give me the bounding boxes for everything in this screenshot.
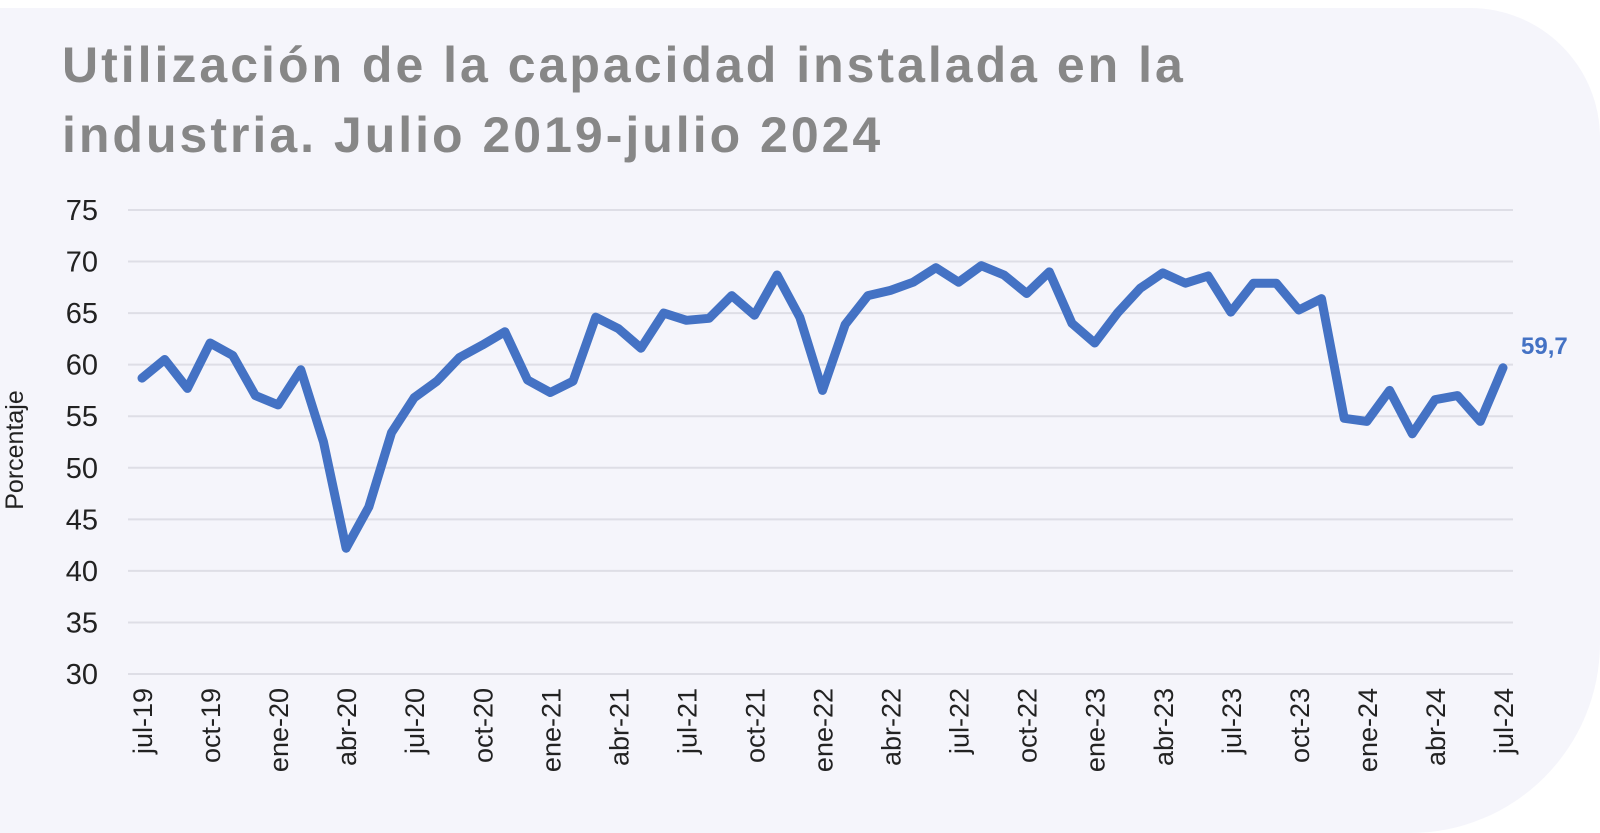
x-tick-label: ene-21 xyxy=(536,688,566,772)
x-tick-label: ene-24 xyxy=(1353,688,1383,772)
gridlines xyxy=(128,209,1513,675)
y-tick-label: 50 xyxy=(66,453,98,485)
x-tick-label: oct-21 xyxy=(740,688,770,763)
series-line xyxy=(137,261,1508,553)
x-tick-label: jul-21 xyxy=(672,688,702,755)
x-tick-label: abr-22 xyxy=(877,688,907,766)
chart-title-line-2: industria. Julio 2019-julio 2024 xyxy=(62,107,884,163)
x-tick-label: abr-24 xyxy=(1421,688,1451,766)
y-tick-label: 55 xyxy=(66,401,98,433)
y-tick-label: 40 xyxy=(66,556,98,588)
y-tick-label: 70 xyxy=(66,247,98,279)
series-group xyxy=(137,261,1508,553)
y-tick-label: 30 xyxy=(66,659,98,691)
x-tick-label: jul-19 xyxy=(128,688,158,755)
x-tick-label: ene-23 xyxy=(1081,688,1111,772)
x-tick-label: jul-22 xyxy=(945,688,975,755)
x-tick-label: abr-20 xyxy=(332,688,362,766)
x-tick-label: jul-20 xyxy=(400,688,430,755)
x-tick-label: oct-19 xyxy=(196,688,226,763)
x-tick-label: ene-20 xyxy=(264,688,294,772)
chart-title: Utilización de la capacidad instalada en… xyxy=(62,30,1542,170)
x-tick-label: oct-20 xyxy=(468,688,498,763)
annotations: 59,7 xyxy=(1521,333,1568,360)
y-tick-label: 65 xyxy=(66,298,98,330)
x-tick-label: jul-24 xyxy=(1489,688,1519,755)
y-axis-ticks: 75 70 65 60 55 50 45 40 35 30 xyxy=(66,195,98,691)
x-tick-label: oct-22 xyxy=(1013,688,1043,763)
x-tick-label: oct-23 xyxy=(1285,688,1315,763)
chart-card xyxy=(0,8,1600,833)
x-tick-label: abr-21 xyxy=(604,688,634,766)
x-axis-ticks: jul-19 oct-19 ene-20 abr-20 jul-20 oct-20 ene-… xyxy=(128,688,1519,772)
data-label: 59,7 xyxy=(1521,333,1568,360)
y-axis-label: Porcentaje xyxy=(1,390,29,510)
x-tick-label: jul-23 xyxy=(1217,688,1247,755)
y-tick-label: 35 xyxy=(66,607,98,639)
y-tick-label: 45 xyxy=(66,504,98,536)
chart-title-line-1: Utilización de la capacidad instalada en… xyxy=(62,37,1186,93)
x-tick-label: ene-22 xyxy=(809,688,839,772)
y-tick-label: 60 xyxy=(66,350,98,382)
x-tick-label: abr-23 xyxy=(1149,688,1179,766)
y-tick-label: 75 xyxy=(66,195,98,227)
